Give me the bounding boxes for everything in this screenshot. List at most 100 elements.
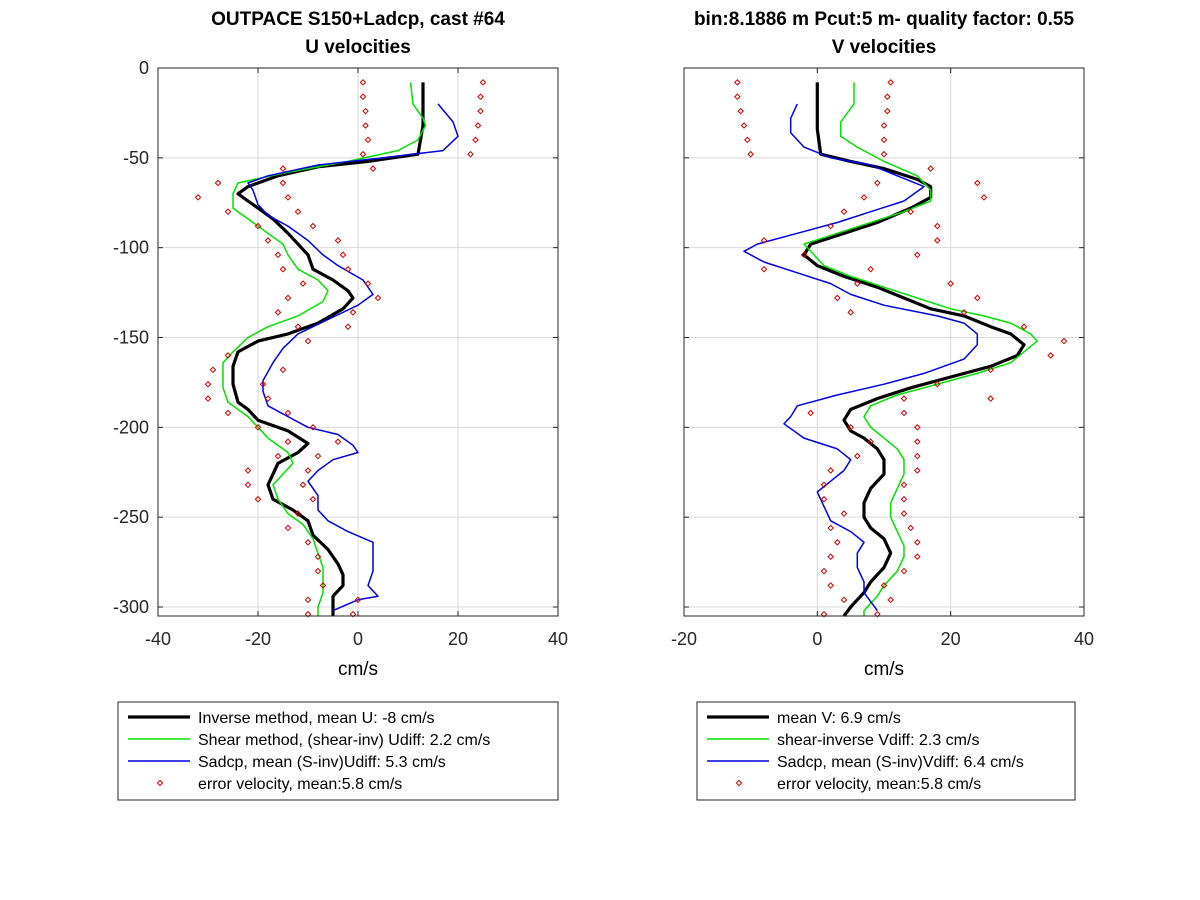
v-error-velocity-point bbox=[914, 452, 921, 460]
v-error-velocity-point bbox=[884, 107, 891, 115]
v-error-velocity-point bbox=[760, 237, 768, 244]
u-error-velocity-point bbox=[369, 165, 377, 172]
u-error-velocity-point bbox=[354, 596, 362, 604]
v-error-velocity-point bbox=[907, 524, 914, 532]
v-error-velocity-point bbox=[987, 395, 994, 402]
u-error-velocity-point bbox=[349, 309, 357, 316]
v-legend: mean V: 6.9 cm/s shear-inverse Vdiff: 2.3… bbox=[696, 701, 1076, 801]
v-error-velocity-point bbox=[880, 582, 888, 589]
u-y-tick-label: -200 bbox=[113, 417, 149, 437]
v-error-velocity-point bbox=[1060, 337, 1068, 345]
u-error-velocity-point bbox=[264, 237, 272, 244]
u-y-tick-label: -300 bbox=[113, 597, 149, 617]
u-inverse-series-line bbox=[231, 82, 425, 616]
u-gridlines bbox=[157, 67, 559, 616]
v-legend-entry: mean V: 6.9 cm/s bbox=[777, 710, 901, 727]
v-error-velocity-point bbox=[887, 596, 894, 604]
v-gridlines bbox=[683, 67, 1085, 616]
u-error-velocity-point bbox=[284, 294, 292, 302]
v-error-velocity-point bbox=[760, 265, 768, 273]
u-error-velocity-point bbox=[294, 510, 302, 517]
u-error-velocity-point bbox=[279, 179, 287, 187]
v-error-velocity-point bbox=[800, 251, 808, 259]
u-y-ticks: 0 -50 -100 -150 -200 -250 -300 bbox=[113, 58, 558, 617]
v-chart-title: bin:8.1886 m Pcut:5 m- quality factor: 0… bbox=[694, 9, 1075, 30]
v-error-velocity-point bbox=[847, 309, 854, 316]
u-y-tick-label: -250 bbox=[113, 507, 149, 527]
v-legend-entry: shear-inverse Vdiff: 2.3 cm/s bbox=[777, 732, 979, 749]
v-inverse-series-line bbox=[802, 82, 1026, 617]
u-x-tick-label: 40 bbox=[548, 629, 568, 649]
u-error-velocity-point bbox=[344, 265, 352, 273]
v-error-velocity-point bbox=[827, 524, 834, 532]
v-error-velocity-point bbox=[747, 150, 754, 158]
u-error-velocity-point bbox=[314, 553, 322, 561]
v-error-velocity-point bbox=[900, 409, 908, 417]
u-error-velocity-point bbox=[344, 323, 352, 331]
v-error-velocity-point bbox=[834, 294, 841, 302]
u-error-velocity-point bbox=[309, 424, 317, 431]
v-error-velocity-point bbox=[974, 179, 981, 187]
u-error-velocity-point bbox=[224, 208, 232, 216]
v-error-velocity-point bbox=[927, 165, 934, 172]
u-x-tick-label: 20 bbox=[448, 629, 468, 649]
u-error-velocity-point bbox=[304, 337, 312, 345]
u-error-velocity-point bbox=[274, 251, 282, 259]
u-legend-entry: Sadcp, mean (S-inv)Udiff: 5.3 cm/s bbox=[198, 754, 446, 771]
v-error-velocity-point bbox=[914, 438, 921, 446]
u-error-velocity-point bbox=[264, 395, 272, 402]
v-error-velocity-point bbox=[914, 553, 921, 561]
v-error-velocity-point bbox=[947, 280, 954, 287]
u-error-velocity-point bbox=[274, 309, 282, 316]
u-error-velocity-point bbox=[224, 352, 232, 359]
v-error-velocity-point bbox=[900, 510, 908, 517]
v-error-velocity-point bbox=[820, 481, 828, 489]
u-error-velocity-point bbox=[244, 481, 252, 489]
u-error-velocity-point bbox=[364, 136, 372, 144]
v-error-velocity-point bbox=[867, 438, 874, 446]
u-error-velocity-point bbox=[334, 237, 342, 244]
v-x-axis-label: cm/s bbox=[864, 659, 904, 680]
u-error-velocity-point bbox=[304, 467, 312, 474]
v-x-tick-label: -20 bbox=[671, 629, 697, 649]
v-error-velocity-point bbox=[840, 510, 848, 517]
u-error-velocity-point bbox=[314, 452, 322, 460]
u-error-velocity-point bbox=[362, 107, 369, 115]
v-error-velocity-point bbox=[934, 380, 941, 388]
v-error-velocity-point bbox=[1047, 352, 1054, 359]
u-error-velocity-point bbox=[254, 424, 262, 431]
v-error-velocity-point bbox=[827, 222, 834, 230]
v-plot-area bbox=[734, 79, 1068, 618]
u-x-ticks: -40 -20 0 20 40 bbox=[145, 68, 568, 649]
v-error-velocity-point bbox=[914, 251, 921, 259]
v-error-velocity-point bbox=[900, 481, 908, 489]
v-error-velocity-point bbox=[834, 539, 841, 546]
u-x-tick-label: -20 bbox=[245, 629, 271, 649]
v-error-velocity-point bbox=[827, 467, 834, 474]
u-legend-entry: error velocity, mean:5.8 cm/s bbox=[198, 776, 402, 793]
v-error-velocity-point bbox=[887, 79, 894, 86]
v-legend-marker bbox=[735, 779, 743, 787]
u-y-tick-label: 0 bbox=[139, 58, 149, 78]
u-legend: Inverse method, mean U: -8 cm/s Shear met… bbox=[117, 701, 559, 801]
u-legend-marker bbox=[156, 779, 164, 787]
v-x-ticks: -20 0 20 40 bbox=[671, 68, 1094, 649]
u-error-velocity-point bbox=[294, 323, 302, 331]
u-error-velocity-point bbox=[259, 380, 267, 388]
u-error-velocity-point bbox=[374, 294, 382, 302]
u-y-tick-label: -100 bbox=[113, 238, 149, 258]
u-error-velocity-point bbox=[224, 409, 232, 417]
v-error-velocity-point bbox=[840, 208, 848, 216]
v-error-velocity-point bbox=[914, 467, 921, 474]
u-error-velocity-point bbox=[304, 539, 312, 546]
v-error-velocity-point bbox=[860, 194, 868, 201]
u-error-velocity-point bbox=[359, 93, 367, 101]
u-y-tick-label: -150 bbox=[113, 328, 149, 348]
v-x-tick-label: 40 bbox=[1074, 629, 1094, 649]
v-error-velocity-point bbox=[740, 122, 748, 129]
u-error-velocity-point bbox=[279, 165, 287, 172]
u-error-velocity-point bbox=[204, 395, 212, 402]
u-error-velocity-point bbox=[279, 366, 287, 374]
v-error-velocity-point bbox=[744, 136, 751, 144]
